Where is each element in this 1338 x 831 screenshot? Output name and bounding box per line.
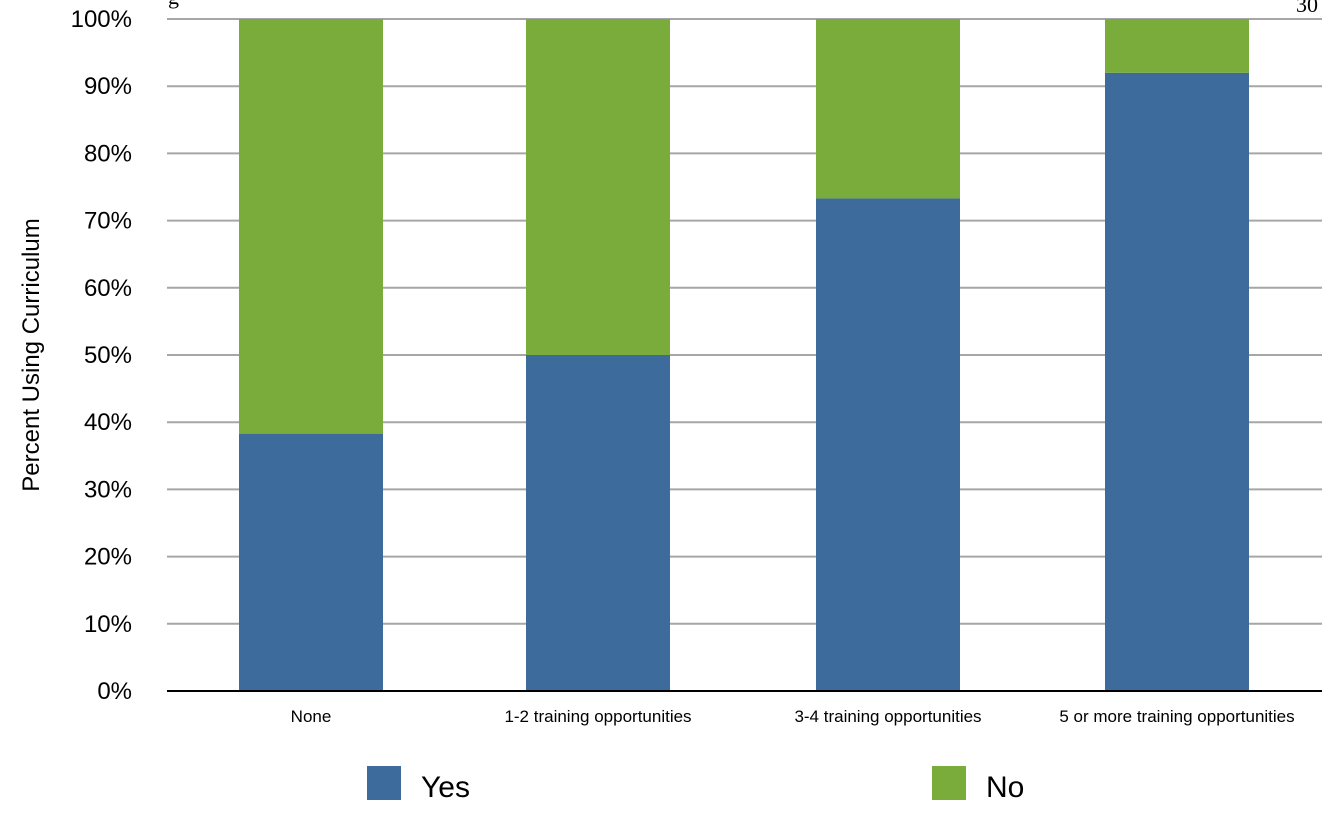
y-tick-labels: 0% 10% 20% 30% 40% 50% 60% 70% 80% 90% 100% [71, 6, 132, 705]
bar-no [526, 19, 670, 355]
x-category-labels: None 1-2 training opportunities 3-4 traini… [291, 707, 1295, 726]
bar-yes [816, 198, 960, 691]
y-tick-label: 50% [84, 342, 132, 369]
y-tick-label: 40% [84, 409, 132, 436]
y-tick-label: 20% [84, 544, 132, 571]
legend-label-yes: Yes [421, 771, 470, 804]
bar-no [1105, 19, 1249, 73]
y-tick-label: 90% [84, 73, 132, 100]
bars [239, 19, 1249, 691]
legend: Yes No [367, 766, 1024, 804]
legend-label-no: No [986, 771, 1024, 804]
x-category-label: None [291, 707, 332, 726]
bar-no [816, 19, 960, 199]
bar-yes [526, 355, 670, 691]
legend-swatch-no [932, 766, 966, 800]
y-tick-label: 80% [84, 140, 132, 167]
x-category-label: 3-4 training opportunities [794, 707, 981, 726]
x-category-label: 5 or more training opportunities [1059, 707, 1294, 726]
bar-yes [1105, 72, 1249, 691]
bar-no [239, 19, 383, 434]
bar-yes [239, 433, 383, 691]
y-axis-title: Percent Using Curriculum [18, 218, 45, 491]
y-tick-label: 100% [71, 6, 132, 33]
corner-text-left: g [168, 0, 179, 9]
y-tick-label: 60% [84, 275, 132, 302]
y-tick-label: 70% [84, 208, 132, 235]
legend-swatch-yes [367, 766, 401, 800]
y-tick-label: 0% [97, 678, 132, 705]
corner-text-right: 30 [1296, 0, 1318, 17]
y-tick-label: 10% [84, 611, 132, 638]
y-tick-label: 30% [84, 476, 132, 503]
x-category-label: 1-2 training opportunities [504, 707, 691, 726]
